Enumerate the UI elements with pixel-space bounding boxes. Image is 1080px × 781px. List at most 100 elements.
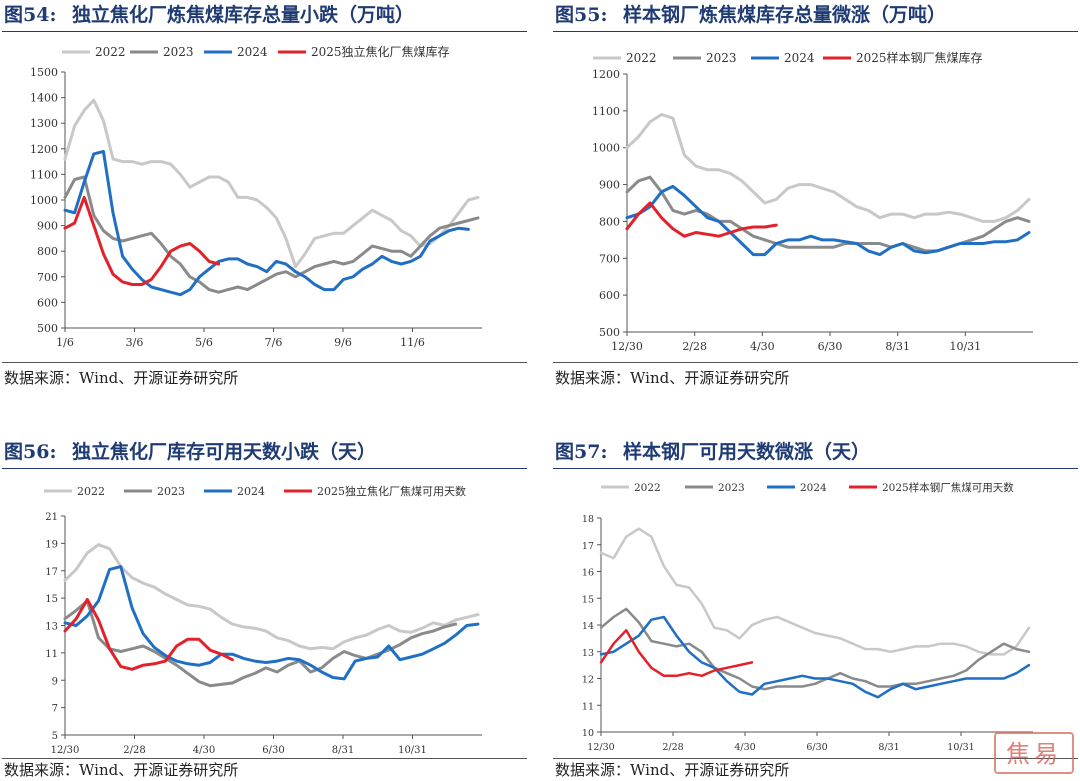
watermark-stamp: 焦易: [994, 732, 1074, 774]
x-tick-label: 8/31: [332, 745, 354, 756]
y-tick-label: 600: [37, 296, 58, 309]
y-tick-label: 1200: [30, 143, 58, 156]
chart-header: 图56: 独立焦化厂库存可用天数小跌（天）: [2, 437, 527, 467]
x-tick-label: 10/31: [398, 745, 427, 756]
series-line-2023: [599, 607, 1031, 691]
y-tick-label: 1100: [592, 105, 620, 118]
y-tick-label: 12: [582, 675, 594, 686]
legend-label: 2023: [706, 51, 737, 65]
source-note: 数据来源：Wind、开源证券研究所: [4, 369, 239, 387]
legend-label: 2023: [157, 485, 185, 498]
y-tick-label: 19: [45, 539, 58, 550]
y-tick-label: 13: [45, 622, 58, 633]
y-tick-label: 21: [45, 512, 58, 523]
chart-title: 独立焦化厂炼焦煤库存总量小跌（万吨）: [72, 4, 415, 26]
chart-header: 图57: 样本钢厂可用天数微涨（天）: [553, 437, 1078, 467]
y-tick-label: 1100: [30, 168, 58, 181]
x-tick-label: 10/31: [949, 340, 981, 353]
legend-label: 2025样本钢厂焦煤可用天数: [882, 481, 1014, 494]
y-tick-label: 600: [599, 289, 620, 302]
x-tick-label: 12/30: [611, 340, 643, 353]
series-line-2024: [63, 565, 480, 681]
x-tick-label: 5/6: [195, 336, 213, 349]
legend-label: 2024: [784, 51, 815, 65]
y-tick-label: 17: [582, 541, 594, 552]
series-line-2022: [625, 113, 1031, 223]
series-line-2025样本钢厂焦煤可用天数: [599, 629, 754, 678]
line-chart: 10 11 12 13 14 15 16 17 18 12/30 2/28 4/30 6/30 8/31 1…: [582, 481, 1033, 753]
x-tick-label: 2/28: [662, 742, 683, 753]
series-line-2025样本钢厂焦煤库存: [625, 201, 778, 238]
chart-title: 样本钢厂炼焦煤库存总量微涨（万吨）: [623, 4, 947, 26]
figure-number: 图56:: [4, 441, 57, 463]
line-chart: 500 600 700 800 900 1000 1100 1200 12/30 2/28 4/30…: [592, 50, 1033, 353]
y-tick-label: 1000: [592, 142, 620, 155]
line-chart: 500 600 700 800 900 1000 1100 1200 1300 1400 1500 1…: [30, 44, 482, 349]
legend-label: 2024: [237, 485, 265, 498]
x-tick-label: 12/30: [587, 742, 614, 753]
y-tick-label: 900: [37, 220, 58, 233]
source-note: 数据来源：Wind、开源证券研究所: [4, 761, 239, 779]
x-tick-label: 4/30: [734, 742, 755, 753]
y-tick-label: 1200: [592, 68, 620, 81]
legend-label: 2022: [626, 51, 657, 65]
source-rule: [2, 758, 527, 759]
y-tick-label: 10: [582, 728, 594, 739]
figure-number: 图55:: [555, 4, 608, 26]
y-tick-label: 13: [582, 648, 594, 659]
series-line-2024: [599, 615, 1031, 699]
x-tick-label: 8/31: [878, 742, 899, 753]
y-tick-label: 1500: [30, 66, 58, 79]
x-tick-label: 4/30: [193, 745, 215, 756]
y-tick-label: 16: [582, 568, 594, 579]
y-tick-label: 9: [52, 676, 58, 687]
y-tick-label: 1400: [30, 92, 58, 105]
y-tick-label: 7: [52, 704, 58, 715]
source-note: 数据来源：Wind、开源证券研究所: [555, 761, 790, 779]
legend-label: 2022: [77, 485, 105, 498]
y-tick-label: 700: [37, 271, 58, 284]
title-rule: [2, 31, 527, 32]
source-note: 数据来源：Wind、开源证券研究所: [555, 369, 790, 387]
y-tick-label: 700: [599, 252, 620, 265]
y-tick-label: 1000: [30, 194, 58, 207]
legend-label: 2022: [634, 482, 661, 494]
title-rule: [553, 31, 1078, 32]
y-tick-label: 17: [45, 567, 58, 578]
x-tick-label: 4/30: [750, 340, 775, 353]
x-tick-label: 7/6: [265, 336, 283, 349]
x-tick-label: 6/30: [262, 745, 284, 756]
y-tick-label: 5: [52, 731, 58, 742]
x-tick-label: 6/30: [806, 742, 827, 753]
source-rule: [553, 362, 1078, 363]
series-line-2025独立焦化厂焦煤库存: [63, 195, 221, 286]
chart-panel-fig56: 图56: 独立焦化厂库存可用天数小跌（天） 5 7 9 11 13 15 17 19 21 12/…: [2, 437, 527, 781]
y-tick-label: 18: [582, 514, 594, 525]
series-line-2023: [63, 599, 458, 688]
legend-label: 2025独立焦化厂焦煤可用天数: [317, 484, 466, 498]
legend-label: 2024: [800, 482, 827, 494]
legend-label: 2025独立焦化厂焦煤库存: [311, 44, 450, 59]
legend-label: 2023: [163, 45, 194, 59]
x-tick-label: 2/28: [682, 340, 707, 353]
x-tick-label: 9/6: [334, 336, 352, 349]
source-rule: [553, 758, 1078, 759]
legend-label: 2025样本钢厂焦煤库存: [856, 50, 983, 65]
chart-header: 图54: 独立焦化厂炼焦煤库存总量小跌（万吨）: [2, 0, 527, 30]
x-tick-label: 8/31: [885, 340, 910, 353]
figure-number: 图54:: [4, 4, 57, 26]
line-chart: 5 7 9 11 13 15 17 19 21 12/30 2/28 4/30 6/30 8/31 10/3…: [44, 484, 482, 756]
legend-label: 2024: [237, 45, 268, 59]
legend-label: 2023: [718, 482, 745, 494]
legend-label: 2022: [95, 45, 126, 59]
series-line-2022: [599, 527, 1031, 656]
x-tick-label: 11/6: [400, 336, 425, 349]
y-tick-label: 15: [582, 594, 594, 605]
title-rule: [553, 468, 1078, 469]
x-tick-label: 1/6: [56, 336, 74, 349]
series-line-2025独立焦化厂焦煤可用天数: [63, 598, 234, 671]
y-tick-label: 900: [599, 179, 620, 192]
figure-number: 图57:: [555, 441, 608, 463]
y-tick-label: 500: [599, 326, 620, 339]
source-rule: [2, 362, 527, 363]
